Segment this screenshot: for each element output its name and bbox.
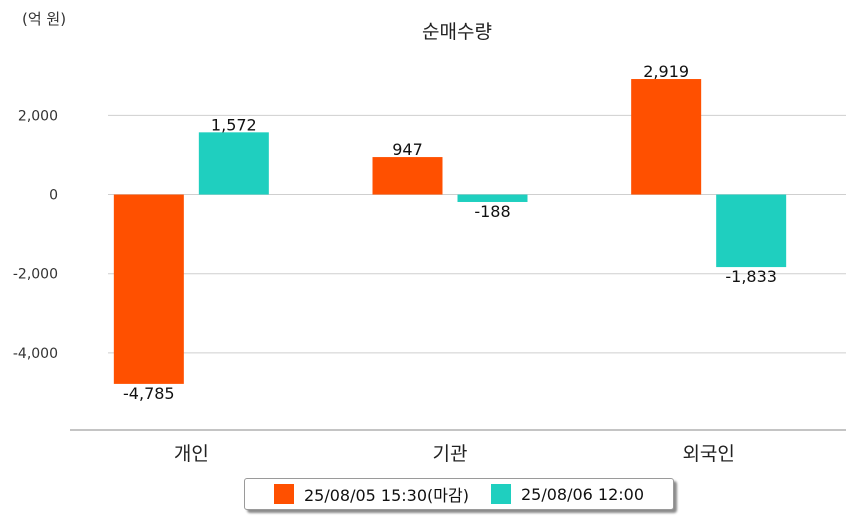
- legend-label-series-1: 25/08/05 15:30(마감): [303, 486, 469, 505]
- x-axis-category-labels: 개인 기관 외국인: [174, 443, 735, 465]
- x-category-label: 개인: [174, 443, 209, 465]
- bar: [372, 157, 443, 195]
- bar: [113, 194, 184, 384]
- y-tick-label: -2,000: [13, 267, 58, 283]
- chart-title: 순매수량: [422, 21, 492, 43]
- y-axis-tick-labels: 2,000 0 -2,000 -4,000: [13, 108, 58, 361]
- legend-swatch-series-1: [273, 484, 294, 504]
- data-labels: -4,785 1,572 947 -188 2,919 -1,833: [123, 62, 777, 403]
- y-tick-label: 0: [49, 188, 58, 204]
- legend-item-series-1[interactable]: 25/08/05 15:30(마감): [273, 482, 469, 506]
- bars: [113, 79, 787, 384]
- bar-chart: (억 원) 순매수량 2,000 0 -2,000 -4,000 -4,785 1,57…: [13, 10, 846, 465]
- unit-label: (억 원): [22, 10, 66, 28]
- legend-swatch-series-2: [490, 484, 511, 504]
- bar: [198, 132, 269, 195]
- data-label: -1,833: [725, 267, 777, 286]
- data-label: -4,785: [123, 384, 175, 403]
- legend-label-series-2: 25/08/06 12:00: [520, 484, 645, 504]
- bar: [631, 79, 702, 195]
- x-category-label: 기관: [433, 443, 468, 465]
- bar: [716, 194, 787, 268]
- legend-item-series-2[interactable]: 25/08/06 12:00: [490, 484, 645, 504]
- bar: [457, 194, 528, 202]
- data-label: 1,572: [211, 115, 257, 134]
- data-label: 2,919: [643, 62, 689, 81]
- legend: 25/08/05 15:30(마감) 25/08/06 12:00: [244, 478, 674, 510]
- y-tick-label: -4,000: [13, 346, 58, 362]
- data-label: 947: [392, 140, 423, 159]
- data-label: -188: [474, 202, 510, 221]
- x-category-label: 외국인: [682, 443, 734, 465]
- y-tick-label: 2,000: [18, 108, 58, 124]
